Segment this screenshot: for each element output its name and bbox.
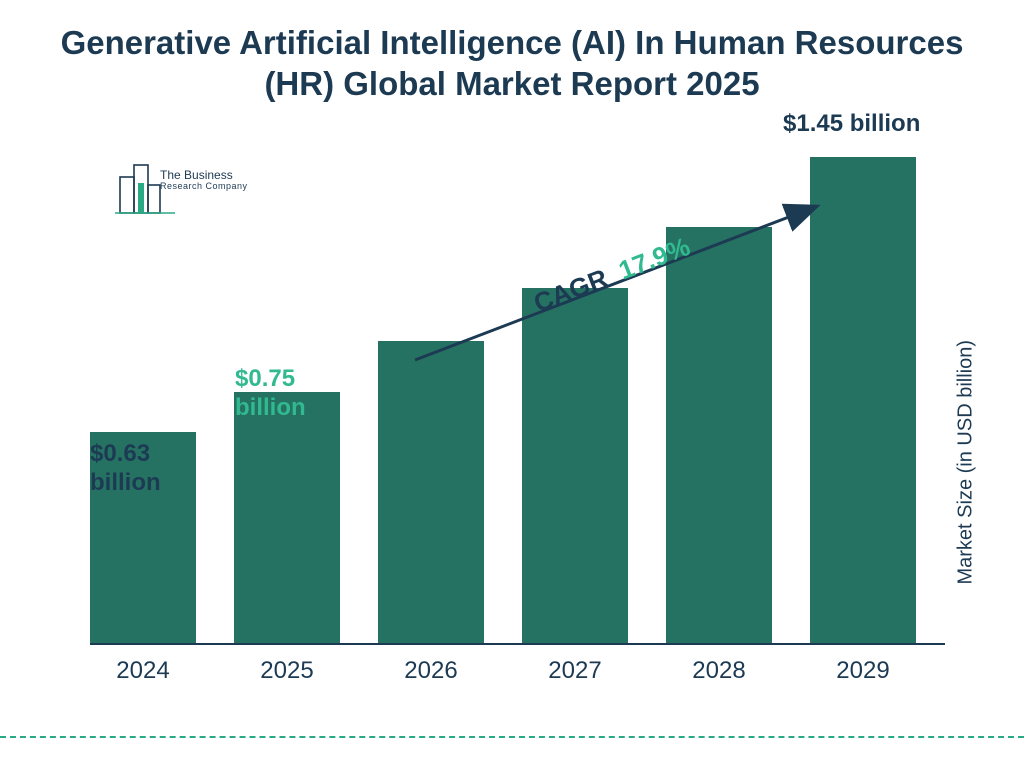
x-category-2028: 2028: [666, 657, 772, 685]
svg-text:CAGR 17.9%: CAGR 17.9%: [529, 231, 694, 318]
x-category-2024: 2024: [90, 657, 196, 685]
value-label-1: $0.75 billion: [235, 365, 345, 423]
chart-area: 2024 2025 2026 2027 2028 2029 $0.63 billion $0…: [90, 140, 945, 685]
footer-divider: [0, 736, 1024, 738]
value-label-2: $1.45 billion: [783, 110, 963, 139]
x-category-2027: 2027: [522, 657, 628, 685]
x-axis-line: [90, 643, 945, 645]
page: Generative Artificial Intelligence (AI) …: [0, 0, 1024, 768]
cagr-annotation: CAGR 17.9%: [405, 195, 835, 375]
cagr-arrow-icon: [415, 207, 815, 360]
cagr-value: 17.9%: [614, 231, 694, 285]
chart-title: Generative Artificial Intelligence (AI) …: [0, 22, 1024, 105]
bar-2026: [378, 341, 484, 643]
y-axis-label: Market Size (in USD billion): [955, 340, 978, 585]
x-category-2029: 2029: [810, 657, 916, 685]
x-category-2025: 2025: [234, 657, 340, 685]
bar-2025: [234, 392, 340, 644]
cagr-label: CAGR: [529, 263, 611, 319]
x-category-2026: 2026: [378, 657, 484, 685]
value-label-0: $0.63 billion: [90, 440, 200, 498]
